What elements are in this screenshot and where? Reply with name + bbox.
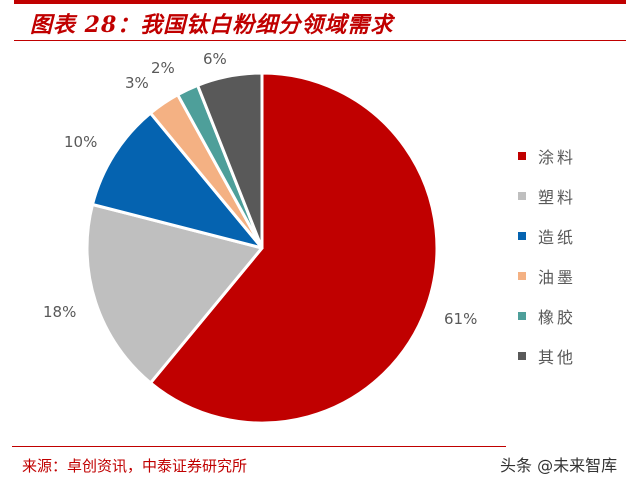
legend-swatch-icon [518, 152, 526, 160]
label-ink: 3% [125, 74, 149, 92]
legend-label: 橡胶 [538, 308, 577, 327]
chart-title: 图表 28：我国钛白粉细分领域需求 [30, 12, 394, 38]
legend-swatch-icon [518, 312, 526, 320]
legend-item-coating: 涂料 [518, 136, 576, 176]
pie-chart: 61% 18% 10% 3% 2% 6% [43, 50, 478, 425]
label-rubber: 2% [151, 59, 175, 77]
slice-paper [91, 111, 264, 250]
label-coating: 61% [444, 310, 478, 328]
source-divider [12, 446, 506, 447]
label-paper: 10% [64, 133, 98, 151]
legend-item-paper: 造纸 [518, 216, 576, 256]
title-divider [14, 40, 626, 41]
legend-swatch-icon [518, 272, 526, 280]
legend-swatch-icon [518, 352, 526, 360]
legend: 涂料 塑料 造纸 油墨 橡胶 其他 [518, 136, 576, 376]
legend-item-plastic: 塑料 [518, 176, 576, 216]
slice-other [196, 71, 264, 250]
legend-label: 造纸 [538, 228, 577, 247]
label-other: 6% [203, 50, 227, 68]
label-plastic: 18% [43, 303, 77, 321]
slice-coating [149, 71, 439, 425]
legend-label: 油墨 [538, 268, 577, 287]
legend-label: 涂料 [538, 148, 577, 167]
legend-label: 其他 [538, 348, 577, 367]
source-note: 来源：卓创资讯，中泰证券研究所 [22, 457, 248, 475]
slice-plastic [85, 203, 264, 385]
pie-svg [85, 71, 439, 425]
legend-item-rubber: 橡胶 [518, 296, 576, 336]
legend-swatch-icon [518, 232, 526, 240]
legend-item-ink: 油墨 [518, 256, 576, 296]
watermark: 头条 @未来智库 [500, 456, 618, 475]
legend-swatch-icon [518, 192, 526, 200]
legend-item-other: 其他 [518, 336, 576, 376]
legend-label: 塑料 [538, 188, 577, 207]
top-rule [14, 0, 626, 4]
